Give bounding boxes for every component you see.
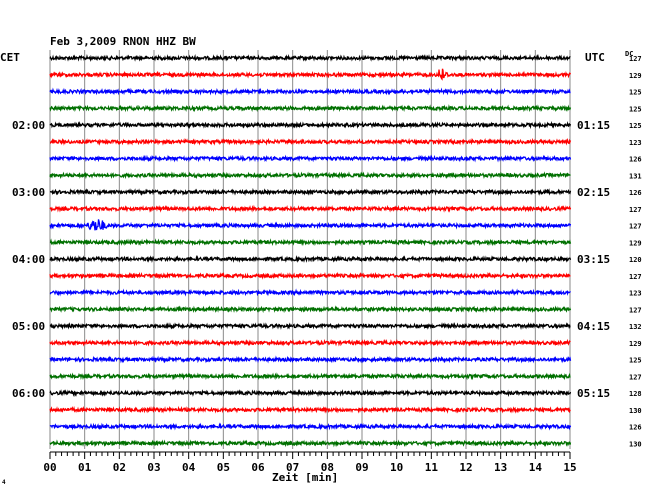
trace-line	[49, 53, 571, 63]
x-tick-label: 15	[563, 461, 576, 474]
x-tick-label: 13	[494, 461, 507, 474]
trace-line	[49, 254, 572, 264]
dc-value: 120	[629, 256, 642, 264]
dc-value: 131	[629, 172, 642, 180]
trace-line	[49, 87, 571, 96]
trace-line	[49, 154, 572, 163]
chart-title: Feb 3,2009 RNON HHZ BW	[50, 35, 196, 48]
dc-value: 129	[629, 340, 642, 348]
trace-line	[49, 187, 572, 196]
dc-value: 127	[629, 273, 642, 281]
right-time-label: 04:15	[577, 320, 610, 333]
trace-line	[49, 405, 571, 414]
dc-value: 129	[629, 239, 642, 247]
left-time-label: 04:00	[12, 253, 45, 266]
x-tick-label: 08	[321, 461, 334, 474]
time-labels: 02:00 03:00 04:00 05:00 06:00 01:15 02:15 03:15…	[12, 55, 642, 448]
right-time-label: 01:15	[577, 119, 610, 132]
left-time-label: 03:00	[12, 186, 45, 199]
x-axis-label: Zeit [min]	[272, 471, 338, 484]
dc-value: 127	[629, 55, 642, 63]
dc-value: 130	[629, 440, 642, 448]
left-time-label: 06:00	[12, 387, 45, 400]
trace-line	[49, 271, 571, 280]
x-axis: 00 01 02 03 04 05 06 07 08 09 10 11 12 13 14 15	[43, 451, 577, 474]
trace-line	[49, 305, 572, 314]
dc-value: 125	[629, 357, 642, 365]
trace-line	[49, 104, 572, 113]
trace-line	[49, 204, 572, 213]
dc-value: 125	[629, 89, 642, 97]
x-tick-label: 11	[425, 461, 439, 474]
left-time-label: 02:00	[12, 119, 45, 132]
trace-line	[49, 388, 572, 398]
dc-value: 123	[629, 290, 642, 298]
traces	[49, 53, 572, 448]
dc-value: 127	[629, 373, 642, 381]
dc-value: 126	[629, 156, 642, 164]
trace-line	[49, 422, 572, 431]
dc-value: 125	[629, 122, 642, 130]
trace-line	[49, 137, 572, 146]
trace-line	[49, 338, 571, 347]
right-axis-label: UTC	[585, 51, 605, 64]
dc-value: 128	[629, 390, 642, 398]
x-tick-label: 10	[390, 461, 403, 474]
trace-line	[49, 439, 572, 448]
trace-line	[49, 355, 572, 364]
dc-value: 129	[629, 72, 642, 80]
x-tick-label: 07	[286, 461, 299, 474]
x-tick-label: 06	[251, 461, 265, 474]
x-tick-label: 12	[459, 461, 472, 474]
x-tick-label: 05	[217, 461, 230, 474]
trace-line	[49, 68, 572, 81]
dc-value: 126	[629, 424, 642, 432]
grid-lines	[49, 50, 571, 449]
trace-line	[49, 321, 571, 331]
right-time-label: 05:15	[577, 387, 610, 400]
x-tick-label: 09	[355, 461, 368, 474]
left-axis-label: CET	[0, 51, 20, 64]
trace-line	[49, 372, 571, 381]
trace-line	[49, 171, 571, 180]
trace-line	[49, 120, 572, 130]
trace-line	[49, 238, 572, 247]
x-tick-label: 14	[529, 461, 543, 474]
x-tick-label: 03	[147, 461, 160, 474]
right-time-label: 03:15	[577, 253, 610, 266]
right-time-label: 02:15	[577, 186, 610, 199]
dc-value: 125	[629, 105, 642, 113]
dc-value: 132	[629, 323, 642, 331]
dc-value: 130	[629, 407, 642, 415]
dc-value: 126	[629, 189, 642, 197]
dc-value: 127	[629, 223, 642, 231]
x-tick-label: 04	[182, 461, 196, 474]
dc-value: 127	[629, 206, 642, 214]
dc-label: DC	[625, 50, 633, 58]
x-tick-label: 02	[113, 461, 126, 474]
x-tick-label: 01	[78, 461, 92, 474]
left-time-label: 05:00	[12, 320, 45, 333]
dc-value: 127	[629, 306, 642, 314]
trace-line	[49, 219, 572, 231]
trace-line	[49, 288, 571, 297]
dc-value: 123	[629, 139, 642, 147]
x-tick-label: 00	[43, 461, 56, 474]
footnote: 4	[2, 479, 6, 486]
